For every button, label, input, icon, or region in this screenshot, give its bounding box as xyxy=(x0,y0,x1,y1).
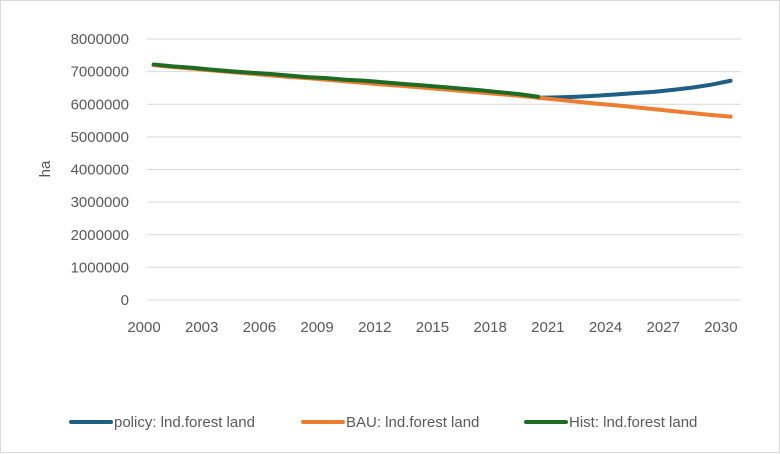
y-tick-label: 1000000 xyxy=(71,259,129,276)
y-tick-label: 0 xyxy=(121,292,129,309)
legend-label: BAU: lnd.forest land xyxy=(346,414,479,431)
x-tick-label: 2024 xyxy=(589,319,622,336)
x-tick-label: 2006 xyxy=(243,319,276,336)
x-tick-label: 2000 xyxy=(127,319,160,336)
y-tick-label: 4000000 xyxy=(71,162,129,179)
x-tick-label: 2018 xyxy=(473,319,506,336)
x-tick-label: 2021 xyxy=(531,319,564,336)
x-tick-label: 2003 xyxy=(185,319,218,336)
legend-label: policy: lnd.forest land xyxy=(114,414,255,431)
series-line-hist xyxy=(151,62,541,99)
y-tick-label: 6000000 xyxy=(71,96,129,113)
y-tick-label: 5000000 xyxy=(71,129,129,146)
x-tick-label: 2027 xyxy=(647,319,680,336)
legend-label: Hist: lnd.forest land xyxy=(569,414,697,431)
series-line-policy xyxy=(536,78,733,100)
y-tick-label: 7000000 xyxy=(71,64,129,81)
x-tick-label: 2012 xyxy=(358,319,391,336)
y-tick-label: 2000000 xyxy=(71,227,129,244)
y-axis-title: ha xyxy=(37,160,54,177)
x-tick-label: 2030 xyxy=(704,319,737,336)
y-tick-label: 8000000 xyxy=(71,31,129,48)
y-tick-label: 3000000 xyxy=(71,194,129,211)
x-tick-label: 2009 xyxy=(300,319,333,336)
x-tick-label: 2015 xyxy=(416,319,449,336)
